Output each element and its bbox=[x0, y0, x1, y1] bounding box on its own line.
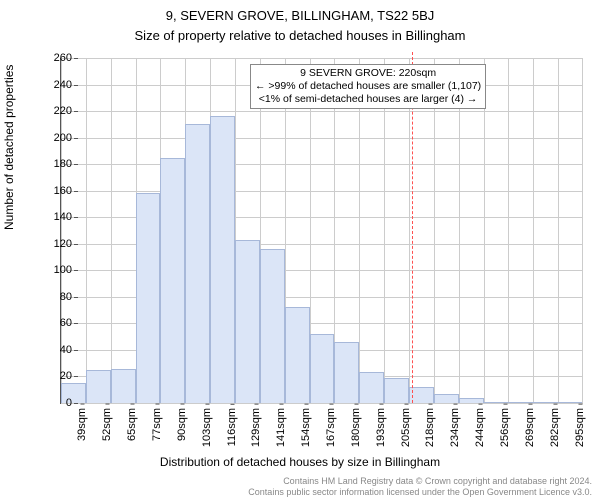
histogram-bar bbox=[260, 249, 285, 403]
xtick-label: 77sqm bbox=[151, 408, 163, 441]
gridline-v bbox=[384, 58, 385, 403]
xtick-label: 193sqm bbox=[375, 408, 387, 447]
ytick-label: 100 bbox=[42, 264, 72, 276]
gridline-v bbox=[409, 58, 410, 403]
annotation-line-1: 9 SEVERN GROVE: 220sqm bbox=[255, 67, 481, 80]
ytick-label: 240 bbox=[42, 79, 72, 91]
xtick-label: 218sqm bbox=[424, 408, 436, 447]
gridline-h bbox=[61, 191, 583, 192]
gridline-v bbox=[359, 58, 360, 403]
histogram-bar bbox=[434, 394, 459, 403]
histogram-bar bbox=[235, 240, 260, 403]
credits-line-1: Contains HM Land Registry data © Crown c… bbox=[248, 476, 592, 487]
histogram-bar bbox=[384, 378, 409, 403]
gridline-v bbox=[434, 58, 435, 403]
histogram-bar bbox=[285, 307, 310, 403]
histogram-bar bbox=[136, 193, 161, 403]
xtick-label: 141sqm bbox=[275, 408, 287, 447]
gridline-v bbox=[459, 58, 460, 403]
ytick-label: 140 bbox=[42, 211, 72, 223]
ytick-label: 120 bbox=[42, 238, 72, 250]
xtick-label: 234sqm bbox=[449, 408, 461, 447]
histogram-bar bbox=[334, 342, 359, 403]
histogram-bar bbox=[310, 334, 335, 403]
gridline-h bbox=[61, 111, 583, 112]
gridline-h bbox=[61, 58, 583, 59]
gridline-v bbox=[111, 58, 112, 403]
annotation-box: 9 SEVERN GROVE: 220sqm ← >99% of detache… bbox=[250, 64, 486, 109]
gridline-v bbox=[508, 58, 509, 403]
histogram-bar bbox=[86, 370, 111, 403]
credits: Contains HM Land Registry data © Crown c… bbox=[248, 476, 592, 498]
ytick-label: 200 bbox=[42, 132, 72, 144]
ytick-label: 60 bbox=[42, 317, 72, 329]
gridline-v bbox=[86, 58, 87, 403]
gridline-v bbox=[558, 58, 559, 403]
y-axis-label: Number of detached properties bbox=[2, 65, 16, 230]
xtick-label: 103sqm bbox=[201, 408, 213, 447]
chart-title: 9, SEVERN GROVE, BILLINGHAM, TS22 5BJ bbox=[0, 8, 600, 23]
xtick-label: 244sqm bbox=[474, 408, 486, 447]
ytick-label: 220 bbox=[42, 105, 72, 117]
xtick-label: 154sqm bbox=[300, 408, 312, 447]
ytick-label: 160 bbox=[42, 185, 72, 197]
annotation-line-2: ← >99% of detached houses are smaller (1… bbox=[255, 80, 481, 93]
gridline-h bbox=[61, 164, 583, 165]
xtick-label: 256sqm bbox=[499, 408, 511, 447]
xtick-label: 129sqm bbox=[250, 408, 262, 447]
xtick-label: 90sqm bbox=[176, 408, 188, 441]
xtick-label: 282sqm bbox=[549, 408, 561, 447]
xtick-label: 116sqm bbox=[226, 408, 238, 446]
chart-subtitle: Size of property relative to detached ho… bbox=[0, 28, 600, 43]
xtick-label: 167sqm bbox=[325, 408, 337, 447]
credits-line-2: Contains public sector information licen… bbox=[248, 487, 592, 498]
xtick-label: 65sqm bbox=[126, 408, 138, 441]
ytick-label: 0 bbox=[42, 397, 72, 409]
xtick-label: 39sqm bbox=[76, 408, 88, 441]
ytick-label: 80 bbox=[42, 291, 72, 303]
ytick-label: 180 bbox=[42, 158, 72, 170]
histogram-bar bbox=[459, 398, 484, 403]
plot-region bbox=[60, 58, 583, 404]
gridline-h bbox=[61, 138, 583, 139]
xtick-label: 52sqm bbox=[101, 408, 113, 441]
xtick-label: 205sqm bbox=[400, 408, 412, 447]
gridline-v bbox=[582, 58, 583, 403]
xtick-label: 295sqm bbox=[574, 408, 586, 447]
ytick-label: 40 bbox=[42, 344, 72, 356]
xtick-label: 180sqm bbox=[350, 408, 362, 447]
histogram-bar bbox=[185, 124, 210, 403]
histogram-bar bbox=[359, 372, 384, 403]
ytick-label: 260 bbox=[42, 52, 72, 64]
chart-container: 9, SEVERN GROVE, BILLINGHAM, TS22 5BJ Si… bbox=[0, 0, 600, 500]
x-axis-label: Distribution of detached houses by size … bbox=[0, 455, 600, 469]
ytick-label: 20 bbox=[42, 370, 72, 382]
annotation-line-3: <1% of semi-detached houses are larger (… bbox=[255, 93, 481, 106]
chart-area bbox=[60, 58, 582, 403]
gridline-v bbox=[533, 58, 534, 403]
histogram-bar bbox=[160, 158, 185, 403]
histogram-bar bbox=[111, 369, 136, 404]
xtick-label: 269sqm bbox=[524, 408, 536, 447]
gridline-v bbox=[484, 58, 485, 403]
histogram-bar bbox=[210, 116, 235, 403]
